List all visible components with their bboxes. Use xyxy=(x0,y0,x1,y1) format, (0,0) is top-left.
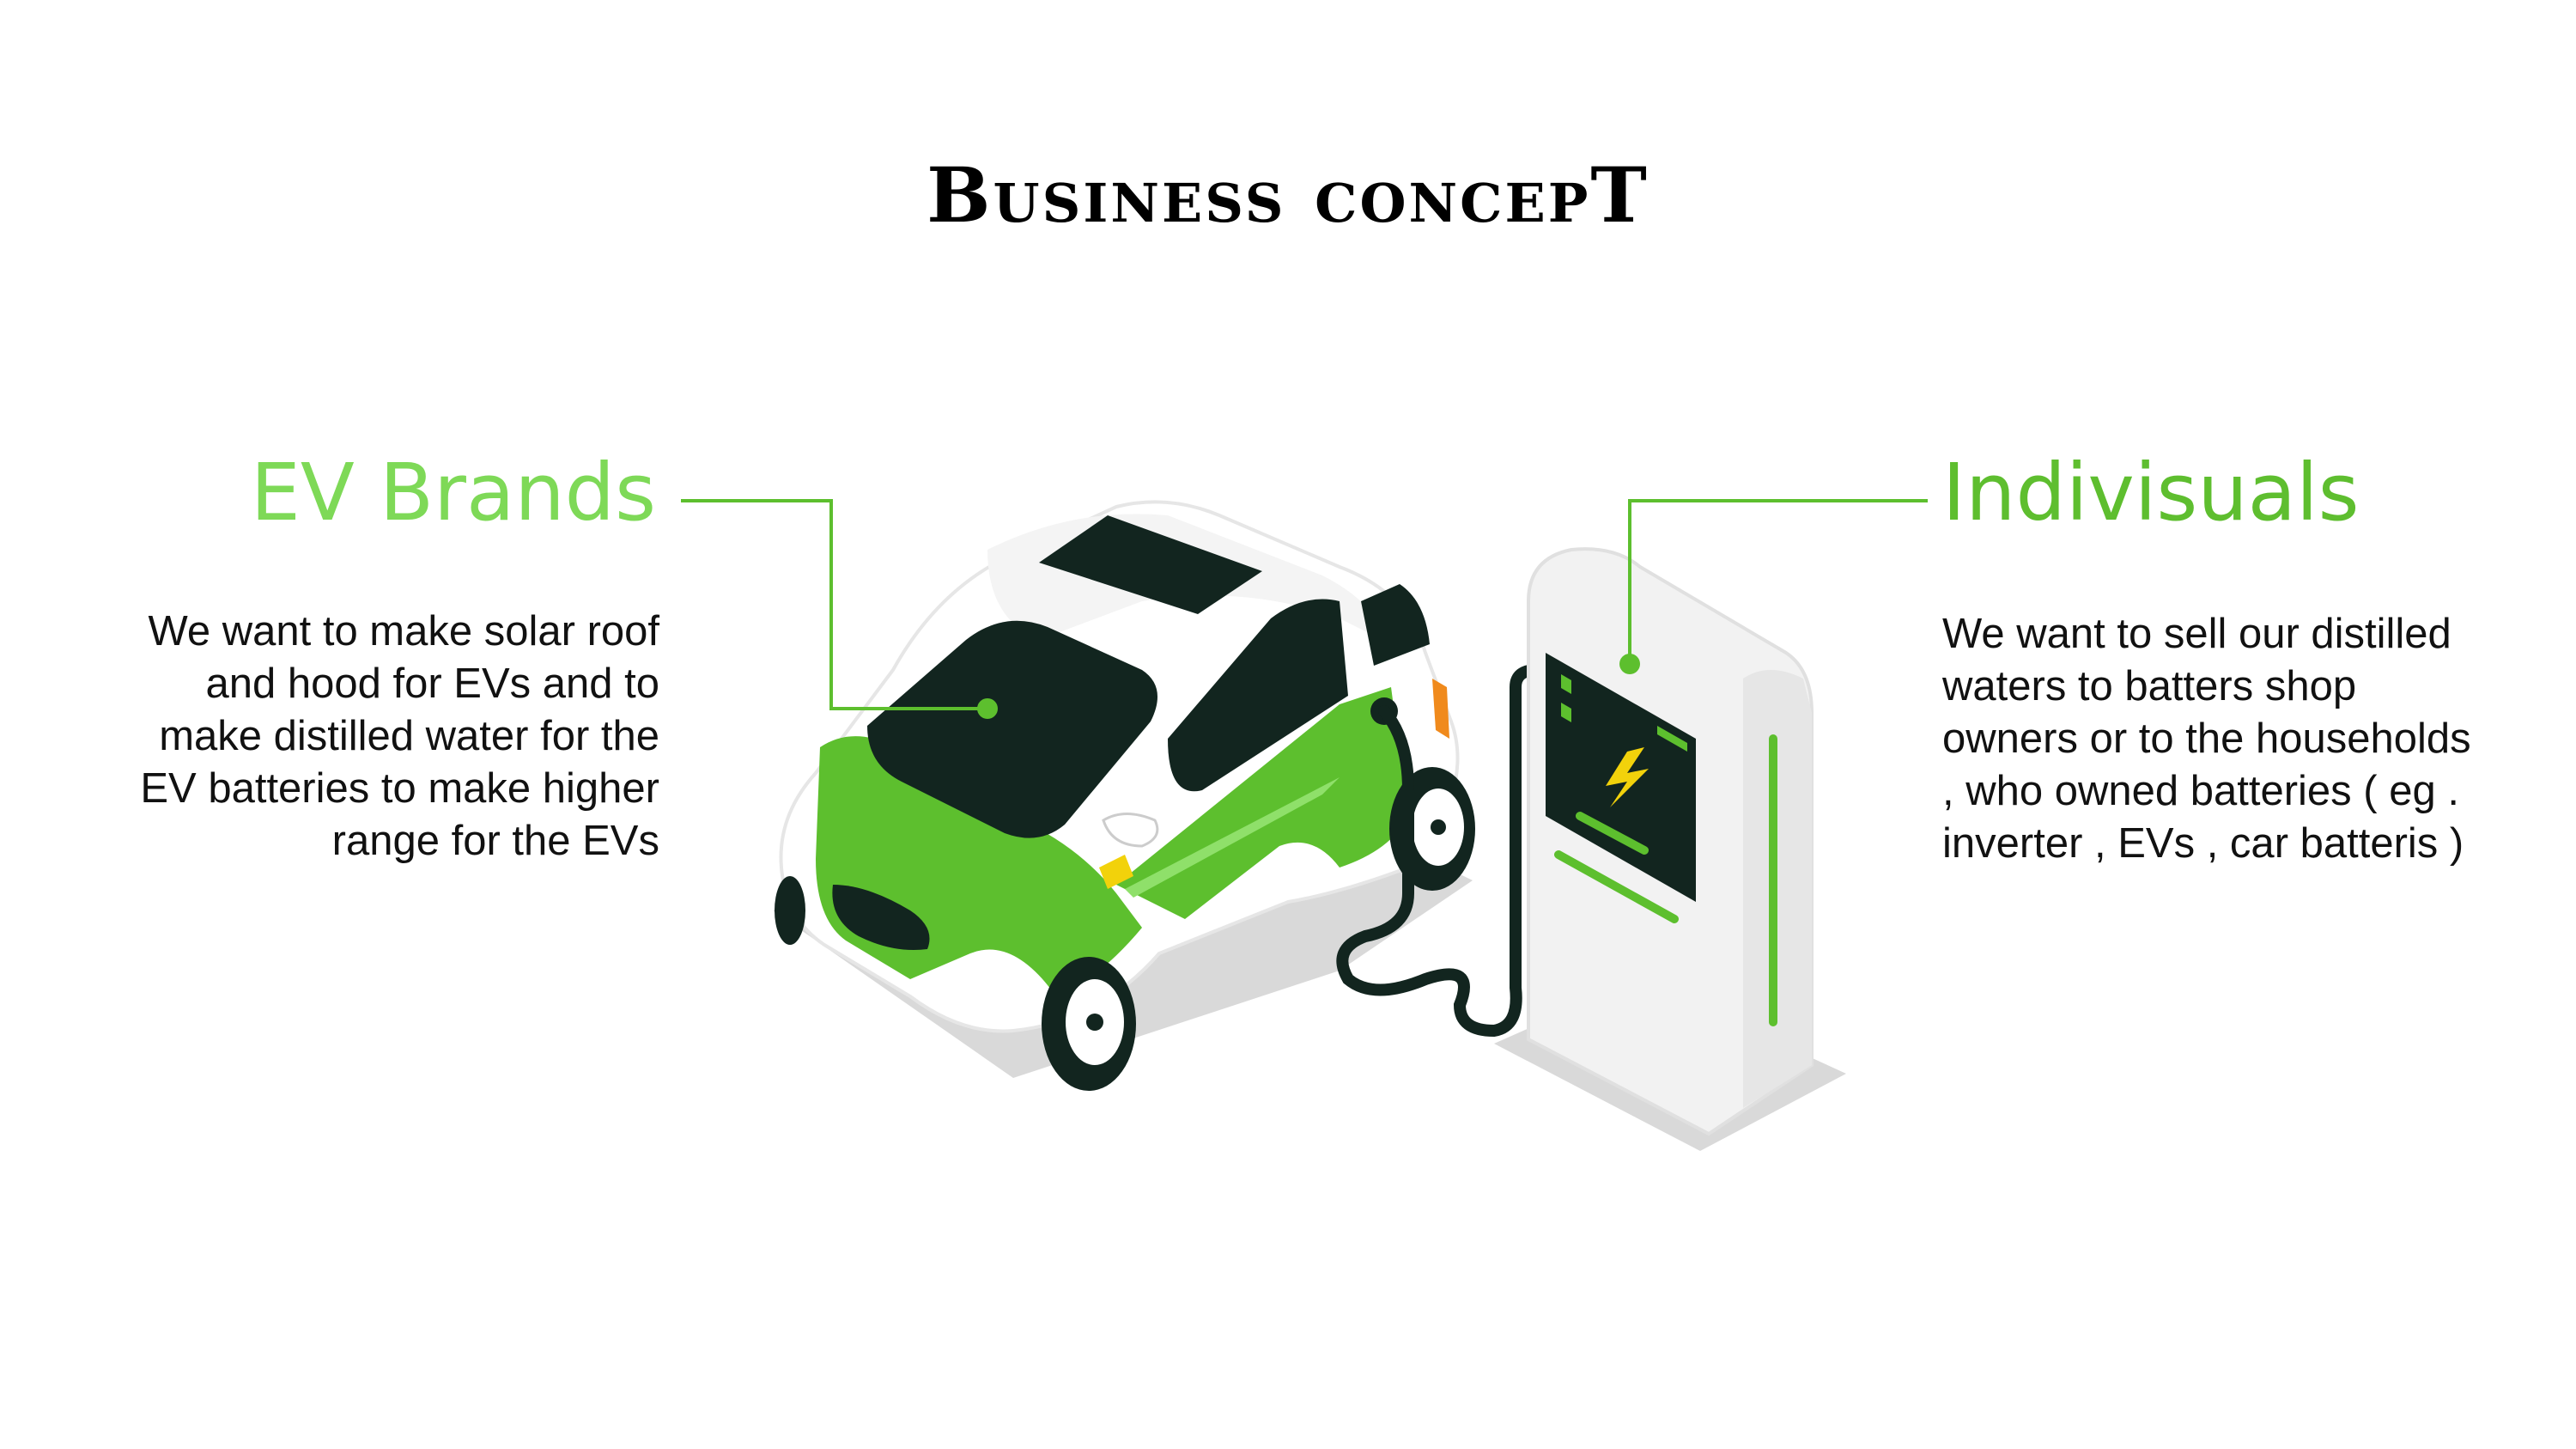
lightning-bolt-icon xyxy=(1606,747,1649,807)
individuals-heading: Indivisuals xyxy=(1942,447,2360,539)
electric-car-icon xyxy=(773,500,1475,1091)
right-connector-line xyxy=(1628,499,1928,664)
individuals-description: We want to sell our distilled waters to … xyxy=(1942,611,2471,867)
ev-brands-heading: EV Brands xyxy=(250,447,656,539)
page-title: Business concepT xyxy=(927,150,1649,240)
ev-brands-description: We want to make solar roof and hood for … xyxy=(140,608,659,864)
charging-cable xyxy=(1336,664,1543,1038)
charging-station-icon xyxy=(1494,547,1846,1151)
left-connector-line xyxy=(681,499,987,710)
left-connector-dot xyxy=(977,698,998,719)
right-connector-dot xyxy=(1619,654,1640,674)
